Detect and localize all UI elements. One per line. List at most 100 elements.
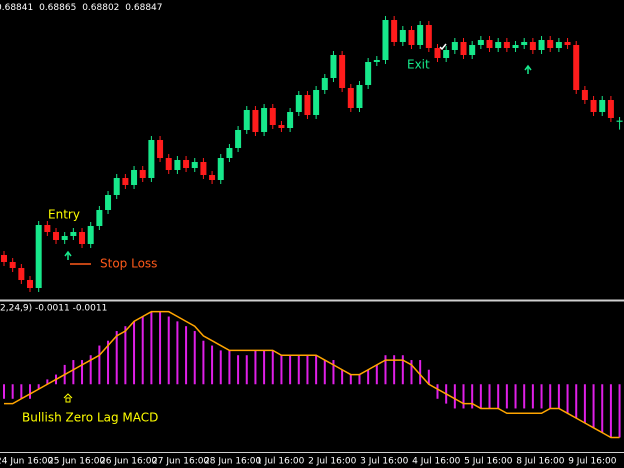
candle-body bbox=[252, 110, 259, 132]
histogram-bar bbox=[124, 326, 127, 385]
histogram-bar bbox=[228, 350, 231, 385]
histogram-bar bbox=[505, 384, 508, 409]
candle-body bbox=[330, 55, 337, 78]
histogram-bar bbox=[436, 384, 439, 399]
x-tick-label: 3 Jul 16:00 bbox=[360, 457, 409, 467]
candle-body bbox=[243, 110, 250, 130]
candle-body bbox=[373, 60, 380, 62]
candle-body bbox=[217, 158, 224, 180]
candle-body bbox=[148, 140, 155, 178]
header-open: 0.68841 bbox=[0, 3, 33, 13]
candle-body bbox=[131, 170, 138, 185]
histogram-bar bbox=[367, 369, 370, 385]
candle-body bbox=[70, 232, 77, 236]
candle-body bbox=[209, 175, 216, 180]
histogram-bar bbox=[609, 384, 612, 438]
candle-body bbox=[529, 42, 536, 50]
candle-body bbox=[18, 268, 25, 280]
histogram-bar bbox=[115, 331, 118, 385]
histogram-bar bbox=[349, 374, 352, 385]
signal-arrow bbox=[524, 64, 532, 74]
histogram-bar bbox=[306, 355, 309, 385]
candle-body bbox=[573, 45, 580, 90]
histogram-bar bbox=[566, 384, 569, 414]
histogram-bar bbox=[81, 360, 84, 385]
histogram-bar bbox=[583, 384, 586, 423]
candle-body bbox=[451, 42, 458, 50]
exit-check bbox=[439, 43, 447, 51]
candle-body bbox=[295, 95, 302, 112]
candle-body bbox=[555, 42, 562, 48]
candle-body bbox=[278, 125, 285, 128]
candle-body bbox=[469, 45, 476, 55]
candle-body bbox=[9, 262, 16, 268]
candle-body bbox=[538, 40, 545, 50]
candle-body bbox=[503, 42, 510, 48]
candle-body bbox=[139, 170, 146, 178]
histogram-bar bbox=[237, 355, 240, 385]
candle-body bbox=[226, 148, 233, 158]
x-tick-label: 9 Jul 16:00 bbox=[568, 457, 617, 467]
candle-body bbox=[165, 158, 172, 170]
x-tick-label: 25 Jun 16:00 bbox=[48, 457, 105, 467]
histogram-bar bbox=[202, 340, 205, 385]
candle-body bbox=[183, 160, 190, 168]
candle-body bbox=[96, 210, 103, 226]
histogram-bar bbox=[133, 321, 136, 385]
histogram-bar bbox=[410, 360, 413, 385]
histogram-bar bbox=[462, 384, 465, 409]
histogram-bar bbox=[211, 345, 214, 385]
histogram-bar bbox=[150, 311, 153, 385]
histogram-bar bbox=[219, 350, 222, 385]
candle-body bbox=[1, 255, 7, 262]
histogram-bar bbox=[419, 360, 422, 385]
x-tick-label: 4 Jul 16:00 bbox=[412, 457, 461, 467]
histogram-bar bbox=[185, 326, 188, 385]
candle-body bbox=[53, 232, 60, 240]
candle-body bbox=[79, 232, 86, 244]
x-tick-label: 24 Jun 16:00 bbox=[0, 457, 53, 467]
candle-body bbox=[157, 140, 164, 158]
candle-body bbox=[269, 108, 276, 125]
histogram-bar bbox=[575, 384, 578, 419]
histogram-bar bbox=[297, 355, 300, 385]
x-tick-label: 8 Jul 16:00 bbox=[516, 457, 565, 467]
x-tick-label: 2 Jul 16:00 bbox=[308, 457, 357, 467]
x-tick-label: 5 Jul 16:00 bbox=[464, 457, 513, 467]
candle-body bbox=[486, 40, 493, 48]
macd-annotation: Bullish Zero Lag MACD bbox=[22, 411, 158, 425]
candle-body bbox=[477, 40, 484, 45]
histogram-bar bbox=[514, 384, 517, 409]
candle-body bbox=[616, 120, 623, 122]
histogram-bar bbox=[20, 384, 23, 399]
candle-body bbox=[521, 42, 528, 45]
histogram-bar bbox=[315, 355, 318, 385]
candle-body bbox=[443, 50, 450, 58]
histogram-bar bbox=[29, 384, 32, 399]
histogram-bar bbox=[245, 355, 248, 385]
candle-body bbox=[434, 48, 441, 58]
histogram-bar bbox=[254, 350, 257, 385]
candle-body bbox=[105, 195, 112, 210]
candle-body bbox=[599, 100, 606, 112]
histogram-bar bbox=[289, 355, 292, 385]
macd-arrow bbox=[63, 393, 73, 403]
histogram-bar bbox=[3, 384, 5, 399]
histogram-bar bbox=[375, 364, 378, 385]
histogram-bar bbox=[453, 384, 456, 409]
histogram-bar bbox=[11, 384, 14, 399]
candle-body bbox=[382, 20, 389, 60]
candle-body bbox=[61, 236, 68, 240]
indicator-label: 2,24,9) -0.0011 -0.0011 bbox=[0, 304, 107, 314]
x-tick-label: 27 Jun 16:00 bbox=[152, 457, 209, 467]
x-tick-label: 1 Jul 16:00 bbox=[256, 457, 305, 467]
candle-body bbox=[408, 30, 415, 45]
histogram-bar bbox=[471, 384, 474, 409]
price-header: 0.68841 0.68865 0.68802 0.68847 bbox=[0, 3, 163, 13]
candle-body bbox=[417, 25, 424, 45]
histogram-bar bbox=[46, 379, 49, 385]
histogram-bar bbox=[263, 350, 266, 385]
candle-body bbox=[287, 112, 294, 128]
signal-line bbox=[4, 310, 620, 439]
